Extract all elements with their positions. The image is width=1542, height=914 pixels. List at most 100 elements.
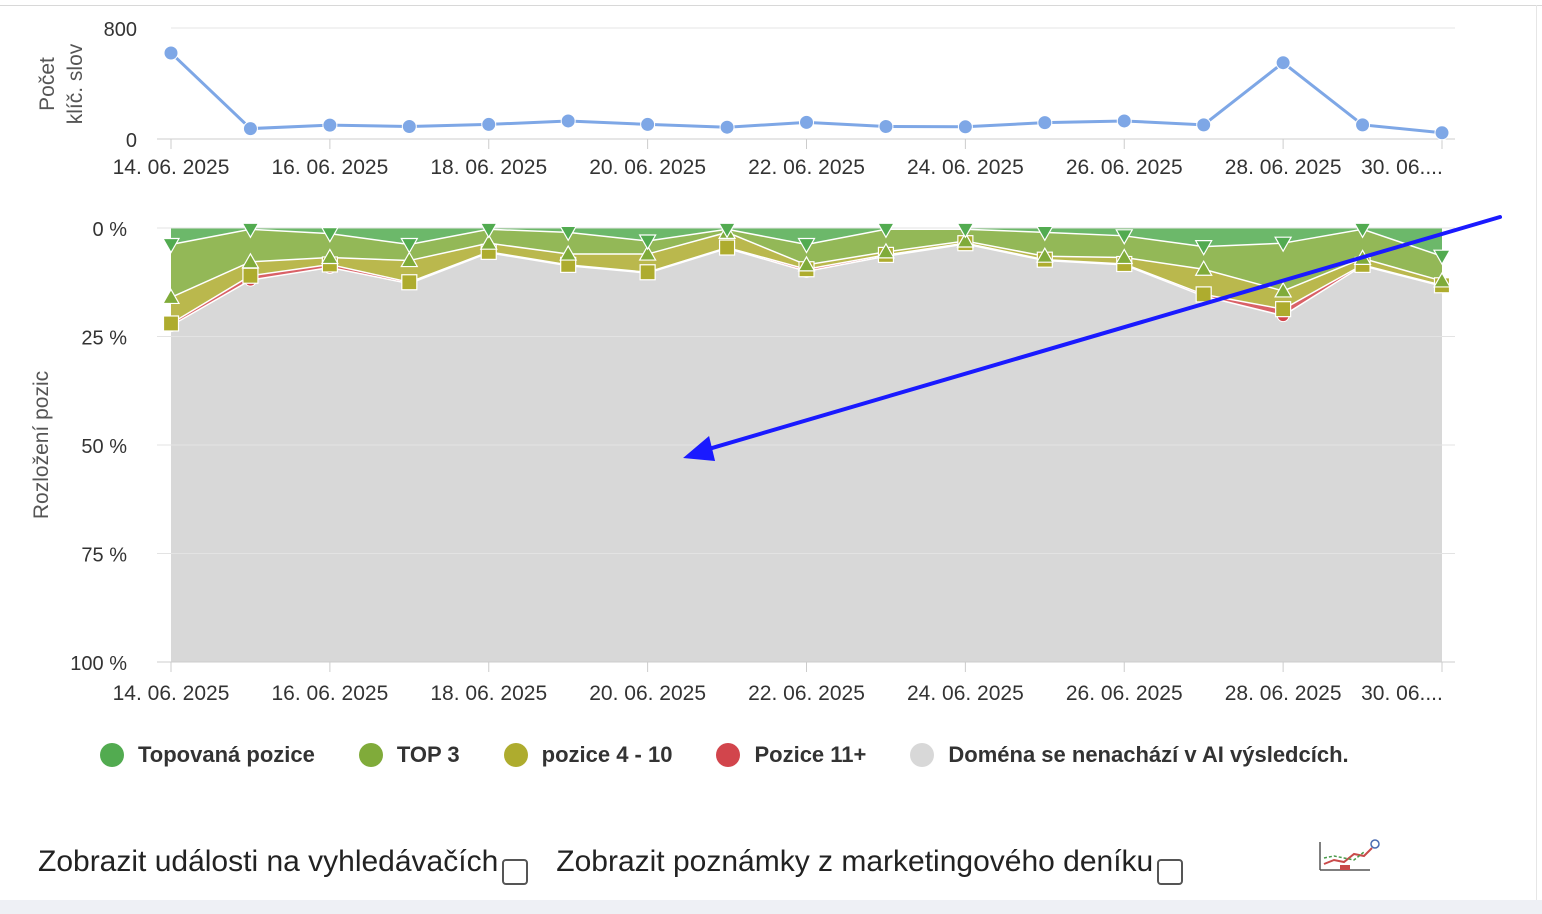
x-tick-label: 18. 06. 2025	[430, 156, 547, 179]
data-point	[878, 119, 894, 135]
data-point	[1037, 115, 1053, 131]
marker-top3	[1274, 281, 1293, 298]
y-tick-label: 50 %	[81, 436, 127, 458]
x-tick-label: 18. 06. 2025	[430, 682, 547, 705]
area-pozice-4-10	[171, 232, 1442, 324]
x-tick-label: 30. 06....	[1361, 156, 1443, 179]
x-tick-label: 16. 06. 2025	[271, 682, 388, 705]
marker-pozice-4-10	[242, 267, 259, 284]
data-point	[1355, 117, 1371, 133]
x-tick-label: 24. 06. 2025	[907, 156, 1024, 179]
marker-topovana	[1353, 222, 1372, 239]
marker-top3	[956, 231, 975, 248]
marker-top3	[797, 255, 816, 272]
marker-topovana	[1274, 236, 1293, 253]
legend-marker	[910, 743, 935, 767]
arrow-head	[683, 436, 716, 462]
legend-label: Topovaná pozice	[138, 742, 315, 767]
x-tick-label: 20. 06. 2025	[589, 156, 706, 179]
marker-topovana	[797, 237, 816, 254]
arrow-shaft	[703, 215, 1502, 453]
x-tick-label: 14. 06. 2025	[113, 156, 230, 179]
show-events-label: Zobrazit události na vyhledávačích	[38, 845, 499, 878]
x-tick-label: 28. 06. 2025	[1225, 156, 1342, 179]
legend-item-pozice-11[interactable]: Pozice 11+	[716, 742, 866, 768]
y-tick-label: 0	[126, 130, 137, 152]
marker-pozice-4-10	[639, 264, 656, 281]
marker-top3	[1194, 260, 1213, 276]
footer-band	[0, 900, 1542, 914]
chart-settings-icon[interactable]	[1316, 838, 1382, 874]
legend-marker	[503, 743, 528, 767]
annotation-arrow	[683, 215, 1502, 462]
legend-item-topovana[interactable]: Topovaná pozice	[100, 742, 315, 768]
top-divider	[0, 5, 1542, 6]
x-tick-label: 22. 06. 2025	[748, 156, 865, 179]
marker-topovana	[1194, 240, 1213, 256]
marker-top3	[1035, 247, 1054, 263]
marker-top3	[320, 248, 339, 265]
data-point	[163, 45, 179, 61]
x-tick-label: 26. 06. 2025	[1066, 156, 1183, 179]
marker-pozice-4-10	[401, 274, 418, 291]
marker-topovana	[718, 222, 737, 239]
legend-label: Pozice 11+	[754, 742, 867, 767]
right-divider	[1536, 5, 1537, 905]
show-notes-checkbox[interactable]	[1157, 859, 1184, 885]
marker-top3	[161, 288, 181, 305]
marker-top3	[241, 252, 260, 269]
marker-top3	[1432, 271, 1452, 288]
marker-pozice-4-10	[718, 239, 736, 256]
legend-label: TOP 3	[396, 742, 460, 767]
data-point	[1196, 117, 1212, 133]
data-point	[1434, 125, 1450, 141]
y-tick-label: 100 %	[70, 653, 127, 675]
x-tick-label: 30. 06....	[1361, 682, 1443, 705]
marker-topovana	[638, 234, 657, 251]
marker-top3	[400, 251, 419, 268]
show-notes-option[interactable]: Zobrazit poznámky z marketingového deník…	[556, 845, 1184, 885]
data-point	[481, 116, 497, 132]
y-tick-label: 75 %	[81, 545, 127, 567]
x-tick-label: 20. 06. 2025	[589, 682, 706, 705]
data-point	[640, 116, 656, 132]
x-tick-label: 28. 06. 2025	[1225, 682, 1342, 705]
data-point	[719, 119, 735, 135]
marker-topovana	[559, 225, 578, 242]
marker-topovana	[956, 222, 975, 239]
marker-topovana	[1035, 225, 1054, 242]
marker-topovana	[161, 237, 181, 254]
marker-topovana	[1115, 229, 1134, 246]
marker-top3	[559, 244, 578, 261]
chart-legend: Topovaná pozice TOP 3 pozice 4 - 10 Pozi…	[100, 738, 1393, 772]
chart-options: Zobrazit události na vyhledávačích Zobra…	[38, 845, 1211, 885]
show-events-option[interactable]: Zobrazit události na vyhledávačích	[38, 845, 529, 885]
data-point	[560, 113, 576, 129]
marker-topovana	[876, 222, 895, 239]
marker-topovana	[320, 227, 339, 243]
marker-pozice-4-10	[1195, 286, 1212, 303]
data-point	[401, 119, 417, 135]
y-tick-label: 800	[104, 19, 137, 41]
data-point	[1275, 55, 1291, 71]
legend-marker	[716, 743, 741, 767]
marker-topovana	[241, 222, 260, 239]
data-point	[242, 121, 258, 137]
x-tick-label: 16. 06. 2025	[271, 156, 388, 179]
legend-item-pozice-4-10[interactable]: pozice 4 - 10	[503, 742, 673, 768]
marker-topovana	[479, 222, 498, 239]
area-domena	[171, 244, 1442, 663]
marker-pozice-4-10	[1275, 301, 1292, 318]
marker-topovana	[1432, 249, 1452, 266]
x-tick-label: 26. 06. 2025	[1066, 682, 1183, 705]
y-tick-label: 25 %	[81, 328, 127, 350]
legend-item-top3[interactable]: TOP 3	[358, 742, 460, 768]
legend-label: pozice 4 - 10	[541, 742, 673, 767]
y-axis-title: Počet klíč. slov	[36, 43, 87, 124]
show-events-checkbox[interactable]	[502, 859, 529, 885]
legend-item-domena[interactable]: Doména se nenachází v AI výsledcích.	[910, 742, 1349, 768]
x-tick-label: 24. 06. 2025	[907, 682, 1024, 705]
legend-marker	[358, 743, 383, 767]
x-tick-label: 22. 06. 2025	[748, 682, 865, 705]
y-tick-label: 0 %	[93, 219, 128, 241]
